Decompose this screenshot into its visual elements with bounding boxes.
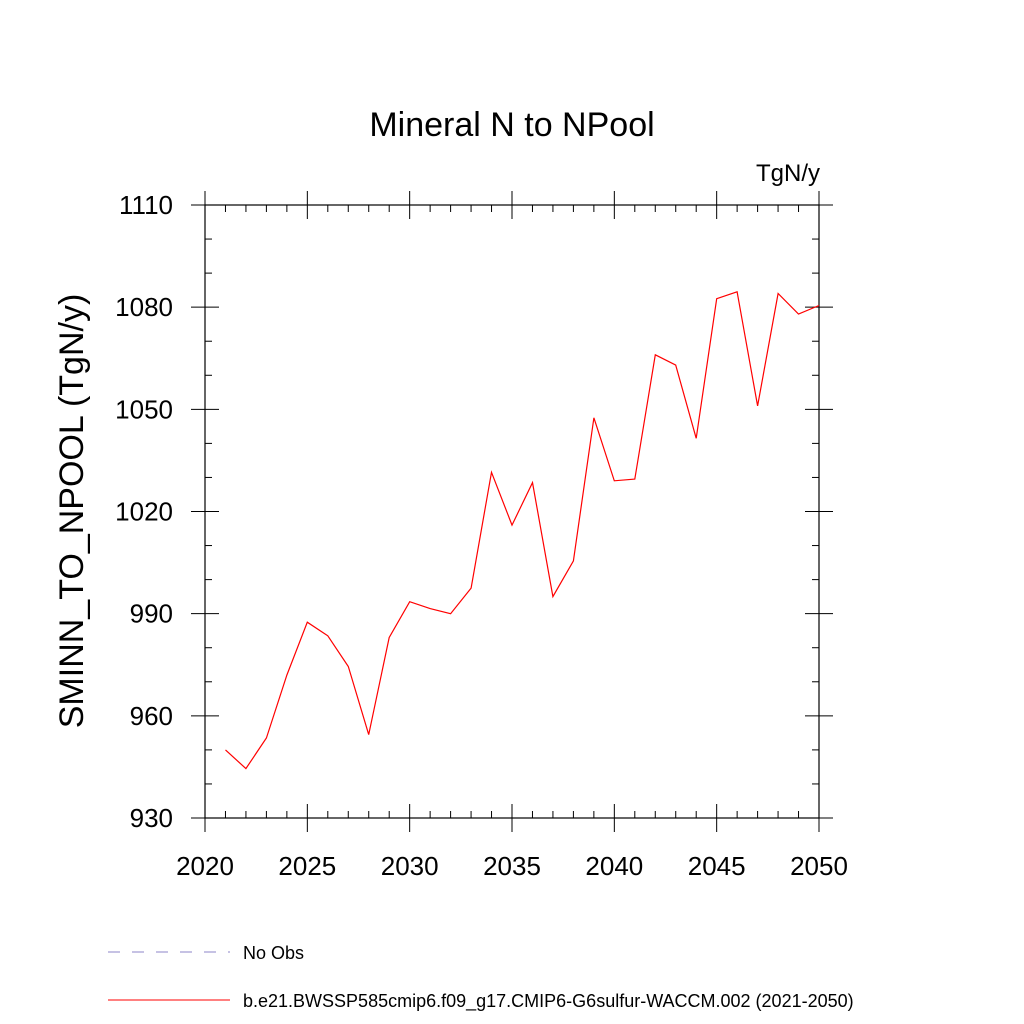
series-layer	[225, 291, 820, 770]
legend-label: No Obs	[243, 943, 304, 963]
x-tick-label: 2050	[790, 851, 848, 881]
legend-label: b.e21.BWSSP585cmip6.f09_g17.CMIP6-G6sulf…	[243, 991, 854, 1012]
series-line	[225, 291, 820, 770]
y-axis-label: SMINN_TO_NPOOL (TgN/y)	[53, 294, 91, 729]
y-tick-label: 1050	[115, 394, 173, 424]
x-tick-label: 2030	[381, 851, 439, 881]
y-tick-label: 1110	[119, 190, 173, 220]
x-tick-label: 2025	[278, 851, 336, 881]
y-tick-label: 1020	[115, 497, 173, 527]
y-tick-label: 990	[130, 599, 173, 629]
y-tick-label: 960	[130, 701, 173, 731]
x-axis: 2020 2025 2030 2035 2040 2045 2050	[176, 191, 848, 881]
y-tick-label: 930	[130, 803, 173, 833]
x-tick-label: 2040	[585, 851, 643, 881]
x-tick-label: 2045	[688, 851, 746, 881]
y-axis: 930 960 990 1020 1050 1080 1110	[115, 190, 833, 833]
y-tick-label: 1080	[115, 292, 173, 322]
x-tick-label: 2035	[483, 851, 541, 881]
plot-frame	[204, 204, 820, 819]
legend: No Obs b.e21.BWSSP585cmip6.f09_g17.CMIP6-…	[108, 943, 854, 1012]
x-tick-label: 2020	[176, 851, 234, 881]
units-label: TgN/y	[756, 160, 820, 187]
chart-title: Mineral N to NPool	[369, 106, 654, 144]
